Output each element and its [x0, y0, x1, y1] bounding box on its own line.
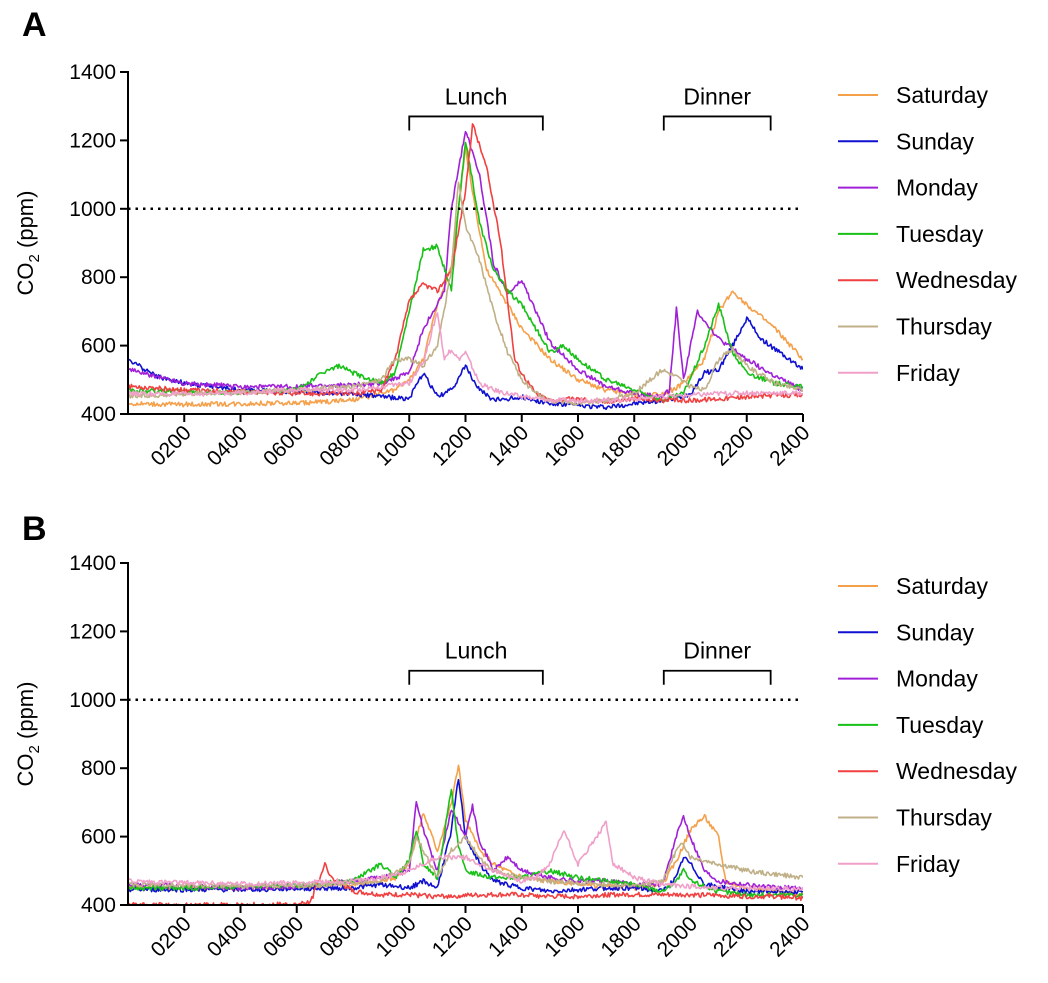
x-tick-label: 0800 — [315, 912, 364, 961]
x-tick-label: 1000 — [371, 421, 420, 470]
legend-label-tuesday: Tuesday — [896, 712, 984, 738]
series-line-monday — [128, 130, 803, 399]
x-tick-label: 0400 — [203, 421, 252, 470]
y-axis-label: CO2 (ppm) — [13, 191, 43, 296]
legend-label-sunday: Sunday — [896, 128, 975, 154]
legend-label-friday: Friday — [896, 360, 960, 386]
y-tick-label: 600 — [81, 826, 116, 849]
series-line-saturday — [128, 764, 803, 898]
x-tick-label: 1800 — [596, 912, 645, 961]
series-lines — [128, 123, 803, 411]
series-lines — [128, 764, 803, 905]
y-tick-label: 1200 — [69, 620, 116, 643]
legend-label-friday: Friday — [896, 851, 960, 877]
y-tick-label: 600 — [81, 335, 116, 358]
annotation-label-lunch: Lunch — [445, 83, 508, 109]
panel-letter: A — [22, 6, 47, 44]
legend-label-saturday: Saturday — [896, 82, 989, 108]
y-axis-label: CO2 (ppm) — [13, 682, 43, 787]
y-tick-label: 400 — [81, 403, 116, 426]
x-tick-label: 1200 — [428, 912, 477, 961]
x-tick-label: 1400 — [484, 421, 533, 470]
x-tick-label: 2200 — [709, 912, 758, 961]
annotation-bracket-lunch — [408, 115, 544, 131]
x-tick-label: 1200 — [428, 421, 477, 470]
y-tick-label: 1000 — [69, 198, 116, 221]
x-tick-label: 0800 — [315, 421, 364, 470]
x-tick-label: 1600 — [540, 912, 589, 961]
x-tick-label: 0200 — [146, 421, 195, 470]
legend-label-monday: Monday — [896, 175, 978, 201]
x-tick-label: 0200 — [146, 912, 195, 961]
series-line-thursday — [128, 835, 803, 890]
legend-label-wednesday: Wednesday — [896, 758, 1018, 784]
x-tick-label: 1000 — [371, 912, 420, 961]
series-line-friday — [128, 820, 803, 893]
y-tick-label: 1400 — [69, 61, 116, 84]
legend-label-thursday: Thursday — [896, 314, 992, 340]
annotation-label-dinner: Dinner — [683, 638, 751, 664]
x-tick-label: 1400 — [484, 912, 533, 961]
series-line-monday — [128, 801, 803, 891]
x-tick-label: 2400 — [765, 912, 814, 961]
x-tick-label: 0600 — [259, 912, 308, 961]
y-tick-label: 1000 — [69, 689, 116, 712]
y-tick-label: 800 — [81, 757, 116, 780]
series-line-friday — [128, 312, 803, 404]
y-tick-label: 1400 — [69, 552, 116, 575]
x-tick-label: 2000 — [653, 912, 702, 961]
series-line-wednesday — [128, 123, 803, 404]
x-tick-label: 0600 — [259, 421, 308, 470]
legend-label-saturday: Saturday — [896, 573, 989, 599]
series-line-tuesday — [128, 141, 803, 403]
annotation-label-lunch: Lunch — [445, 638, 508, 664]
y-tick-label: 800 — [81, 266, 116, 289]
annotation-bracket-lunch — [408, 669, 544, 685]
legend-label-wednesday: Wednesday — [896, 267, 1018, 293]
x-tick-label: 1800 — [596, 421, 645, 470]
y-tick-label: 400 — [81, 894, 116, 917]
y-tick-label: 1200 — [69, 129, 116, 152]
x-tick-label: 2400 — [765, 421, 814, 470]
series-line-thursday — [128, 181, 803, 406]
legend-label-sunday: Sunday — [896, 619, 975, 645]
legend-label-thursday: Thursday — [896, 805, 992, 831]
annotation-bracket-dinner — [662, 669, 772, 685]
x-tick-label: 2000 — [653, 421, 702, 470]
x-tick-label: 1600 — [540, 421, 589, 470]
panel-letter: B — [22, 510, 47, 548]
x-tick-label: 2200 — [709, 421, 758, 470]
annotation-bracket-dinner — [662, 115, 772, 131]
legend-label-tuesday: Tuesday — [896, 221, 984, 247]
series-line-wednesday — [128, 862, 803, 905]
legend-label-monday: Monday — [896, 666, 978, 692]
annotation-label-dinner: Dinner — [683, 83, 751, 109]
x-tick-label: 0400 — [203, 912, 252, 961]
